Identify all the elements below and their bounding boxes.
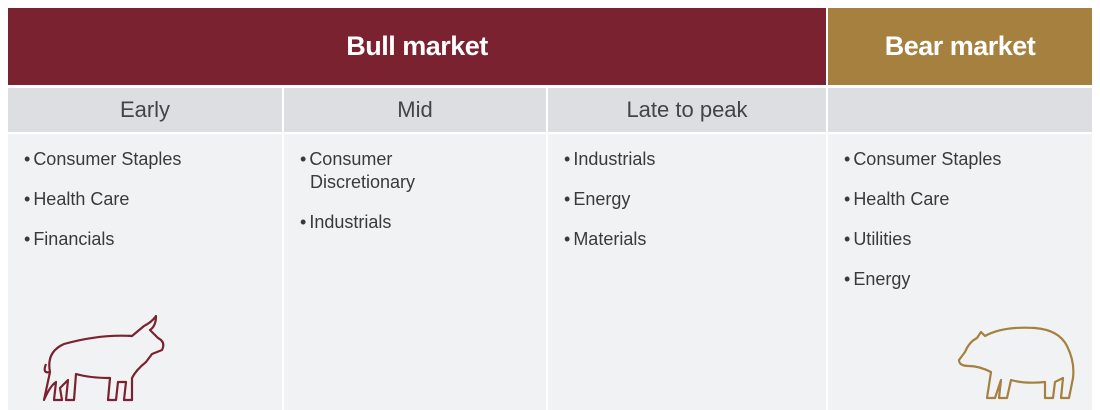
sector-item: Materials (564, 228, 826, 251)
column-body: Consumer Discretionary Industrials (284, 134, 546, 410)
sector-item: Consumer Staples (24, 148, 282, 171)
sector-item: Utilities (844, 228, 1092, 251)
sector-item: Industrials (300, 211, 460, 234)
sector-item: Health Care (844, 188, 1092, 211)
bull-market-header: Bull market (8, 8, 826, 85)
bear-market-header: Bear market (828, 8, 1092, 85)
column-heading: Late to peak (548, 88, 826, 132)
column-body: Consumer Staples Health Care Financials (8, 134, 282, 410)
sector-list: Consumer Staples Health Care Financials (24, 148, 282, 251)
sector-item: Consumer Discretionary (300, 148, 460, 194)
column-heading (828, 88, 1092, 132)
sector-item: Industrials (564, 148, 826, 171)
sector-item: Energy (844, 268, 1092, 291)
sector-list: Industrials Energy Materials (564, 148, 826, 251)
column-heading: Mid (284, 88, 546, 132)
sector-list: Consumer Staples Health Care Utilities Ener… (844, 148, 1092, 291)
column: Early Consumer Staples Health Care Financia… (8, 88, 282, 410)
column: Mid Consumer Discretionary Industrials (284, 88, 546, 410)
column-heading: Early (8, 88, 282, 132)
sector-item: Consumer Staples (844, 148, 1092, 171)
sector-item: Financials (24, 228, 282, 251)
column: Late to peak Industrials Energy Materials (548, 88, 826, 410)
sector-list: Consumer Discretionary Industrials (300, 148, 546, 234)
column-body: Industrials Energy Materials (548, 134, 826, 410)
bear-icon (957, 326, 1075, 400)
bull-icon (42, 314, 165, 402)
sector-item: Health Care (24, 188, 282, 211)
sector-item: Energy (564, 188, 826, 211)
